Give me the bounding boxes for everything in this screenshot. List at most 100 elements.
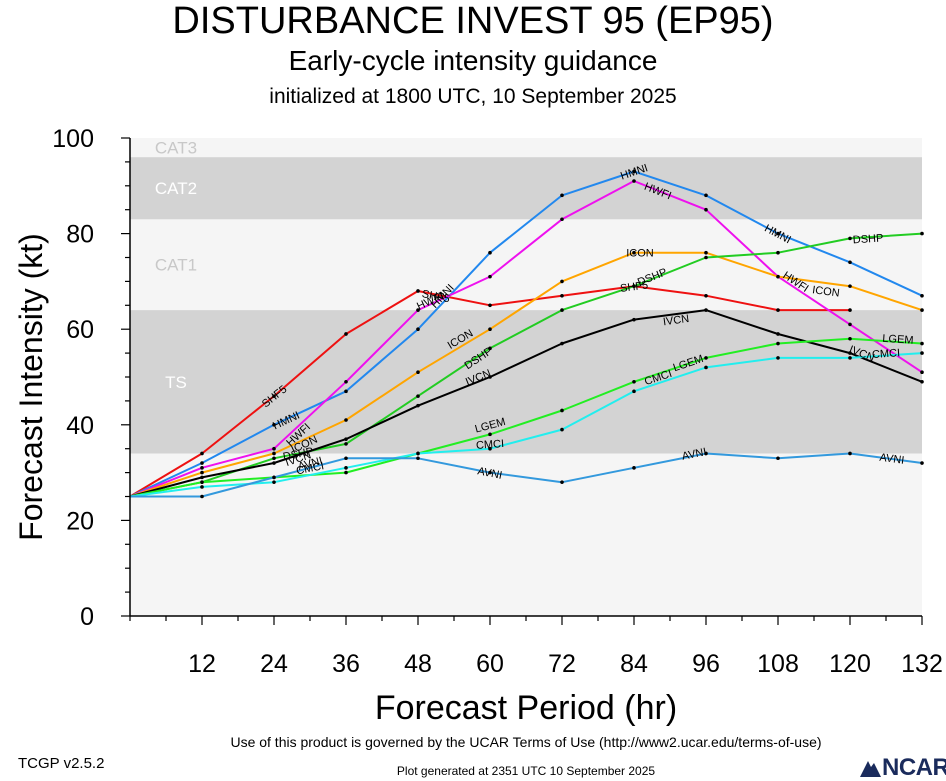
point-lgem-12 — [200, 480, 204, 484]
series-line-dshp — [129, 232, 923, 498]
point-cmci-120 — [848, 356, 852, 360]
series-line-icon — [129, 251, 923, 498]
point-hwfi-48 — [416, 308, 420, 312]
band-cat1 — [130, 219, 922, 311]
point-ivcn-96 — [704, 308, 708, 312]
x-tick-label-48: 48 — [404, 650, 432, 678]
series-label-cmci-26: CMCI — [295, 460, 325, 477]
point-cmci-12 — [200, 485, 204, 489]
point-hmni-12 — [200, 461, 204, 465]
point-icon-96 — [704, 250, 708, 255]
band-label-cat2: CAT2 — [155, 179, 197, 198]
series-label-avni-33: AVNI — [879, 452, 905, 467]
series-label-dshp-18: DSHP — [852, 232, 883, 246]
point-hmni-72 — [560, 193, 564, 198]
point-hmni-48 — [416, 327, 420, 332]
series-label-shf5-2: SHF5 — [619, 279, 648, 295]
point-dshp-36 — [344, 442, 348, 446]
band-cat2 — [130, 157, 922, 220]
x-axis-label: Forecast Period (hr) — [375, 689, 677, 727]
x-tick-label-36: 36 — [332, 650, 360, 678]
point-lgem-72 — [560, 408, 564, 413]
point-shf5-48 — [416, 289, 420, 293]
point-hwfi-132 — [920, 370, 924, 375]
series-line-ivcn — [129, 309, 923, 498]
point-cmci-48 — [416, 451, 420, 456]
point-hmni-108 — [776, 231, 780, 236]
point-dshp-84 — [632, 284, 636, 288]
point-hwfi-120 — [848, 322, 852, 327]
point-avni-132 — [920, 461, 924, 465]
series-label-ivcn-21: IVCN — [662, 313, 690, 328]
series-label-icon-14: ICON — [811, 284, 840, 300]
point-lgem-120 — [848, 336, 852, 341]
series-label-lgem-25: LGEM — [882, 333, 914, 347]
point-lgem-132 — [920, 341, 924, 346]
point-dshp-24 — [272, 456, 276, 461]
point-cmci-72 — [560, 427, 564, 432]
series-label-shf5-1: SHF5 — [421, 288, 451, 305]
point-icon-120 — [848, 284, 852, 288]
y-tick-label-60: 60 — [66, 316, 94, 344]
point-hwfi-60 — [488, 274, 492, 279]
point-icon-72 — [560, 279, 564, 284]
point-avni-48 — [416, 456, 420, 461]
x-tick-label-96: 96 — [692, 650, 720, 678]
point-ivcn-36 — [344, 437, 348, 441]
point-cmci-132 — [920, 351, 924, 355]
point-lgem-60 — [488, 432, 492, 437]
ncar-logo-mark-icon — [860, 761, 881, 777]
point-hmni-24 — [272, 423, 276, 427]
point-dshp-72 — [560, 308, 564, 312]
band-label-cat3: CAT3 — [155, 139, 197, 158]
point-ivcn-24 — [272, 461, 276, 465]
point-cmci-60 — [488, 446, 492, 451]
point-hwfi-36 — [344, 379, 348, 384]
series-label-cmci-27: CMCI — [476, 438, 505, 452]
chart-subtitle: Early-cycle intensity guidance — [288, 45, 658, 76]
y-tick-label-0: 0 — [80, 603, 94, 631]
point-shf5-96 — [704, 293, 708, 298]
point-avni-24 — [272, 475, 276, 480]
chart-title: DISTURBANCE INVEST 95 (EP95) — [172, 0, 774, 42]
intensity-chart: TSCAT1CAT2CAT3SHF5SHF5SHF5HMNIHMNIHMNIHM… — [13, 125, 943, 727]
point-avni-12 — [200, 494, 204, 499]
point-hmni-84 — [632, 169, 636, 174]
point-icon-36 — [344, 418, 348, 422]
x-tick-label-72: 72 — [548, 650, 576, 678]
band-label-cat1: CAT1 — [155, 256, 197, 275]
terms-of-use-text: Use of this product is governed by the U… — [230, 734, 822, 750]
band-cat3 — [130, 138, 922, 158]
x-tick-label-24: 24 — [260, 650, 288, 678]
point-ivcn-72 — [560, 341, 564, 346]
point-cmci-36 — [344, 466, 348, 470]
series-line-lgem — [129, 337, 923, 498]
point-cmci-84 — [632, 389, 636, 394]
point-hwfi-72 — [560, 217, 564, 222]
point-avni-108 — [776, 456, 780, 461]
point-shf5-12 — [200, 451, 204, 456]
point-hmni-96 — [704, 193, 708, 198]
point-avni-84 — [632, 466, 636, 470]
y-tick-label-20: 20 — [66, 507, 94, 535]
point-ivcn-48 — [416, 403, 420, 408]
series-label-avni-32: AVNI — [681, 446, 708, 463]
point-icon-60 — [488, 327, 492, 332]
y-tick-label-80: 80 — [66, 221, 94, 249]
point-icon-84 — [632, 250, 636, 255]
point-lgem-96 — [704, 356, 708, 360]
point-icon-48 — [416, 370, 420, 375]
x-tick-label-108: 108 — [757, 650, 799, 678]
point-icon-108 — [776, 274, 780, 279]
point-shf5-24 — [272, 394, 276, 398]
ncar-logo-text: NCAR — [882, 754, 946, 781]
x-tick-label-84: 84 — [620, 650, 648, 678]
x-tick-label-60: 60 — [476, 650, 504, 678]
point-icon-24 — [272, 451, 276, 456]
point-dshp-96 — [704, 255, 708, 260]
point-ivcn-108 — [776, 332, 780, 336]
point-cmci-108 — [776, 356, 780, 360]
point-ivcn-60 — [488, 375, 492, 379]
series-line-hwfi — [129, 180, 923, 498]
point-hwfi-84 — [632, 179, 636, 183]
